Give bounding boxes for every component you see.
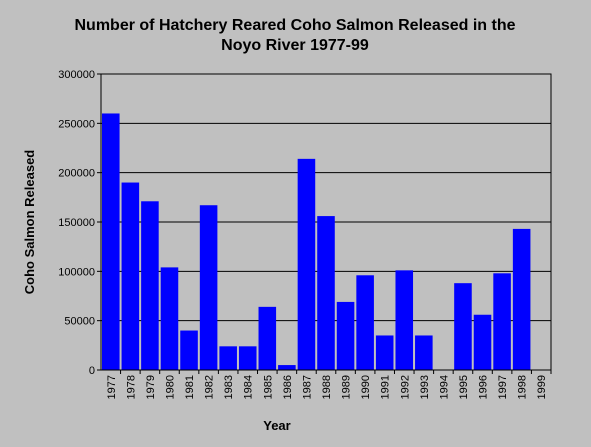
x-tick-label: 1985 — [262, 375, 274, 399]
y-tick-label: 100000 — [58, 266, 95, 278]
x-tick-label: 1986 — [282, 375, 294, 399]
x-tick-label: 1981 — [184, 375, 196, 399]
bar-1978 — [121, 182, 140, 370]
bar-1987 — [297, 158, 316, 370]
x-axis-ticks: 1977 1978 1979 1980 1981 1982 1983 1984 1985 1986… — [106, 370, 552, 399]
x-tick-label: 1992 — [399, 375, 411, 399]
bar-1980 — [160, 267, 179, 370]
x-tick-label: 1990 — [360, 375, 372, 399]
x-tick-label: 1995 — [458, 375, 470, 399]
bar-1981 — [180, 330, 198, 370]
x-tick-label: 1991 — [380, 375, 392, 399]
bar-1993 — [415, 335, 433, 370]
x-tick-label: 1989 — [341, 375, 353, 399]
x-tick-label: 1988 — [321, 375, 333, 399]
bar-1986 — [278, 365, 296, 370]
x-tick-label: 1979 — [145, 375, 157, 399]
bar-1998 — [512, 228, 531, 370]
y-tick-label: 50000 — [64, 316, 95, 328]
bar-1991 — [375, 335, 394, 370]
bar-1977 — [102, 113, 120, 370]
y-axis-ticks: 0 50000 100000 150000 200000 250000 300000 — [58, 69, 101, 377]
y-tick-label: 0 — [89, 365, 95, 377]
bar-1984 — [238, 346, 257, 370]
x-tick-label: 1998 — [517, 375, 529, 399]
bar-1992 — [395, 270, 414, 370]
chart-title-line-2: Noyo River 1977-99 — [221, 37, 369, 54]
chart-title-line-1: Number of Hatchery Reared Coho Salmon Re… — [75, 17, 516, 34]
x-tick-label: 1997 — [497, 375, 509, 399]
bar-1989 — [336, 301, 355, 370]
y-tick-label: 150000 — [58, 217, 95, 229]
bar-1990 — [356, 275, 374, 370]
y-tick-label: 200000 — [58, 168, 95, 180]
x-tick-label: 1983 — [223, 375, 235, 399]
bar-1982 — [199, 205, 218, 370]
x-tick-label: 1999 — [536, 375, 548, 399]
y-tick-label: 300000 — [58, 69, 95, 81]
x-tick-label: 1994 — [438, 375, 450, 399]
y-axis-title: Coho Salmon Released — [22, 150, 37, 295]
x-tick-label: 1977 — [106, 375, 118, 399]
x-tick-label: 1993 — [419, 375, 431, 399]
x-axis-title: Year — [263, 418, 290, 433]
bar-1996 — [473, 314, 492, 370]
bar-1983 — [219, 346, 237, 370]
y-tick-label: 250000 — [58, 118, 95, 130]
bars — [102, 113, 531, 370]
x-tick-label: 1996 — [478, 375, 490, 399]
bar-1985 — [258, 306, 277, 370]
x-tick-label: 1987 — [301, 375, 313, 399]
bar-1997 — [493, 273, 511, 370]
x-tick-label: 1978 — [125, 375, 137, 399]
x-tick-label: 1980 — [164, 375, 176, 399]
bar-1979 — [141, 201, 159, 370]
x-tick-label: 1984 — [243, 375, 255, 399]
bar-1988 — [317, 216, 335, 370]
bar-1995 — [454, 283, 472, 370]
x-tick-label: 1982 — [204, 375, 216, 399]
